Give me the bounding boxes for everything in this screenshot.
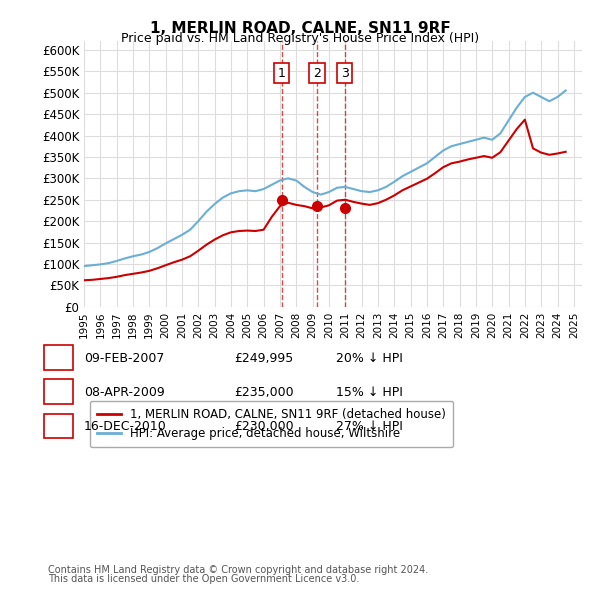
- Text: £249,995: £249,995: [234, 352, 293, 365]
- Text: 2: 2: [313, 67, 321, 80]
- Text: This data is licensed under the Open Government Licence v3.0.: This data is licensed under the Open Gov…: [48, 574, 359, 584]
- Text: 1, MERLIN ROAD, CALNE, SN11 9RF: 1, MERLIN ROAD, CALNE, SN11 9RF: [149, 21, 451, 35]
- Text: £230,000: £230,000: [234, 420, 293, 433]
- Text: Contains HM Land Registry data © Crown copyright and database right 2024.: Contains HM Land Registry data © Crown c…: [48, 565, 428, 575]
- Text: 2: 2: [55, 386, 63, 399]
- Text: 15% ↓ HPI: 15% ↓ HPI: [336, 386, 403, 399]
- Text: 1: 1: [55, 352, 63, 365]
- Text: 09-FEB-2007: 09-FEB-2007: [84, 352, 164, 365]
- Text: 20% ↓ HPI: 20% ↓ HPI: [336, 352, 403, 365]
- Text: 27% ↓ HPI: 27% ↓ HPI: [336, 420, 403, 433]
- Text: 1: 1: [278, 67, 286, 80]
- Text: 16-DEC-2010: 16-DEC-2010: [84, 420, 167, 433]
- Text: £235,000: £235,000: [234, 386, 293, 399]
- Text: Price paid vs. HM Land Registry's House Price Index (HPI): Price paid vs. HM Land Registry's House …: [121, 32, 479, 45]
- Text: 3: 3: [55, 420, 63, 433]
- Text: 3: 3: [341, 67, 349, 80]
- Legend: 1, MERLIN ROAD, CALNE, SN11 9RF (detached house), HPI: Average price, detached h: 1, MERLIN ROAD, CALNE, SN11 9RF (detache…: [90, 401, 453, 447]
- Text: 08-APR-2009: 08-APR-2009: [84, 386, 165, 399]
